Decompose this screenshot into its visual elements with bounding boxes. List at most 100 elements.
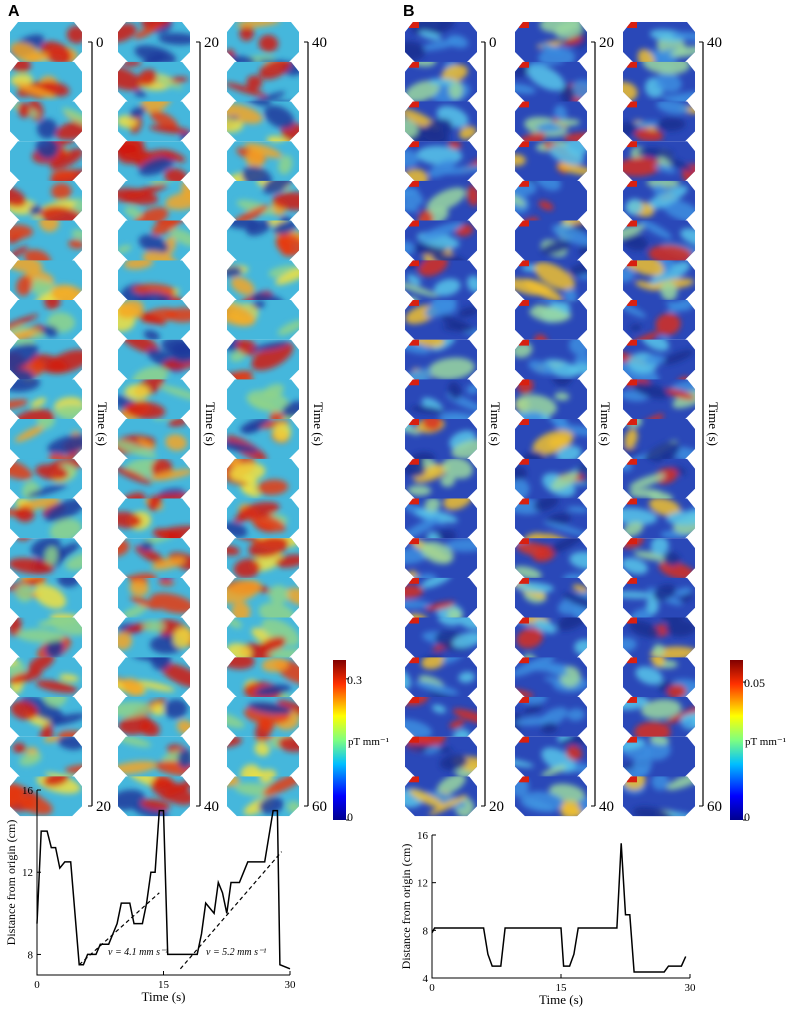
y-tick-label: 16 bbox=[22, 785, 34, 797]
tile-blobs bbox=[227, 657, 299, 698]
x-axis-label: Time (s) bbox=[539, 992, 583, 1007]
tile-blob bbox=[44, 772, 82, 777]
heatmap-tile bbox=[515, 419, 587, 459]
tile-corner bbox=[409, 736, 419, 743]
tile-blob bbox=[143, 620, 165, 632]
tile-blob bbox=[641, 339, 670, 352]
tile-blob bbox=[41, 325, 59, 337]
tile-corner bbox=[409, 776, 419, 783]
tile-blob bbox=[651, 776, 669, 791]
tile-blob bbox=[641, 699, 682, 720]
tile-blob bbox=[44, 299, 61, 310]
tile-blob bbox=[277, 736, 299, 752]
x-tick-label: 30 bbox=[285, 979, 297, 991]
tile-blobs bbox=[623, 379, 695, 420]
time-axis-label: Time (s) bbox=[706, 402, 721, 446]
tile-blob bbox=[10, 42, 41, 62]
tile-blob bbox=[646, 596, 659, 615]
time-axis-label: Time (s) bbox=[311, 402, 326, 446]
tile-blob bbox=[118, 440, 157, 459]
tile-blob bbox=[420, 577, 452, 589]
heatmap-tile bbox=[623, 101, 695, 142]
tile-blob bbox=[258, 34, 279, 53]
tile-blobs bbox=[10, 776, 81, 815]
tile-blob bbox=[405, 117, 419, 139]
tile-blob bbox=[636, 147, 675, 158]
tile-blob bbox=[273, 220, 298, 235]
tile-corner bbox=[519, 657, 529, 664]
tile-corner bbox=[519, 101, 529, 108]
tile-blob bbox=[421, 657, 447, 670]
heatmap-tile bbox=[623, 379, 695, 420]
tile-blob bbox=[405, 149, 419, 168]
tile-blob bbox=[133, 207, 169, 221]
tile-blob bbox=[405, 187, 419, 197]
tile-blob bbox=[272, 422, 291, 442]
tile-blob bbox=[655, 72, 682, 93]
tile-blob bbox=[515, 83, 536, 94]
tile-blob bbox=[257, 59, 299, 62]
tile-blob bbox=[257, 718, 275, 732]
fit-line bbox=[78, 892, 160, 966]
tile-blob bbox=[644, 354, 666, 365]
tile-blob bbox=[118, 115, 138, 128]
tile-blob bbox=[424, 601, 456, 611]
tile-corner bbox=[519, 736, 529, 743]
tile-blobs bbox=[518, 419, 587, 459]
tile-blob bbox=[122, 678, 145, 697]
tile-blob bbox=[227, 82, 268, 97]
time-axis-label: Time (s) bbox=[488, 402, 503, 446]
tile-blob bbox=[151, 702, 165, 716]
tile-blob bbox=[562, 36, 583, 46]
tile-blob bbox=[428, 357, 475, 380]
tile-blobs bbox=[405, 22, 469, 62]
tile-blob bbox=[141, 101, 172, 114]
tile-blob bbox=[254, 736, 277, 742]
heatmap-tile bbox=[10, 776, 82, 817]
tile-blob bbox=[10, 458, 33, 480]
heatmap-tile bbox=[515, 538, 587, 579]
tile-blob bbox=[515, 394, 557, 418]
tile-corner bbox=[519, 577, 529, 584]
tile-blob bbox=[150, 657, 171, 671]
tile-blob bbox=[227, 118, 244, 133]
tile-blob bbox=[623, 224, 645, 242]
tile-blob bbox=[424, 745, 441, 755]
tile-blob bbox=[623, 233, 649, 251]
heatmap-tile bbox=[623, 299, 695, 340]
tile-blobs bbox=[10, 25, 82, 62]
tile-blob bbox=[149, 125, 190, 134]
tile-blob bbox=[520, 791, 564, 812]
tile-blob bbox=[653, 584, 676, 601]
tile-blob bbox=[139, 720, 160, 737]
tile-blobs bbox=[227, 458, 289, 498]
tile-blob bbox=[29, 205, 43, 216]
tile-blobs bbox=[227, 61, 299, 102]
tile-blob bbox=[275, 263, 299, 285]
tile-blobs bbox=[10, 538, 82, 575]
y-tick-label: 8 bbox=[423, 925, 429, 937]
tile-blob bbox=[279, 216, 294, 221]
tile-blob bbox=[130, 596, 161, 610]
tile-blob bbox=[623, 591, 656, 599]
heatmap-tile bbox=[118, 220, 190, 261]
tile-blob bbox=[535, 180, 561, 191]
tile-blob bbox=[268, 585, 289, 605]
tile-blobs bbox=[623, 458, 687, 499]
y-tick-label: 16 bbox=[417, 830, 429, 842]
tile-blob bbox=[652, 184, 667, 195]
tile-blob bbox=[656, 117, 686, 132]
tile-blob bbox=[16, 275, 33, 296]
heatmap-tile bbox=[118, 101, 190, 142]
heatmap-tile bbox=[10, 299, 82, 340]
tile-blob bbox=[227, 545, 240, 556]
tile-corner bbox=[627, 22, 637, 28]
tile-blob bbox=[158, 579, 175, 586]
tile-blob bbox=[166, 307, 190, 323]
tile-blob bbox=[251, 341, 294, 371]
heatmap-tile bbox=[227, 141, 299, 182]
colorbar-tick-label: 0.3 bbox=[347, 673, 362, 687]
heatmap-tile bbox=[623, 696, 695, 737]
heatmap-tile bbox=[405, 498, 477, 539]
tile-blob bbox=[515, 657, 555, 677]
